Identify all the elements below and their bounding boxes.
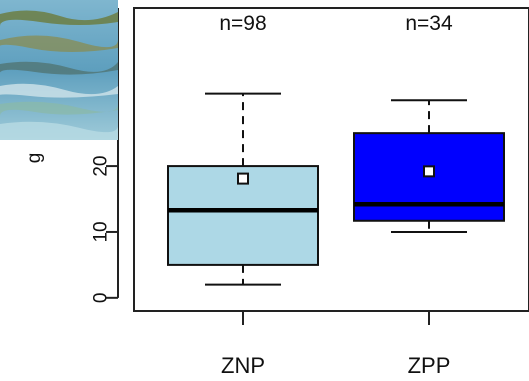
- box-group-zpp: n=34: [353, 12, 505, 233]
- x-category-label: ZPP: [408, 353, 451, 378]
- y-tick-label: 10: [91, 221, 112, 242]
- plot-frame: [133, 7, 529, 312]
- n-count-label: n=98: [219, 12, 266, 35]
- y-tick-label: 0: [91, 293, 112, 304]
- water-photo-thumbnail: [0, 0, 118, 140]
- y-tick-label: 20: [91, 156, 112, 177]
- x-axis: ZNP ZPP: [221, 311, 450, 378]
- box-group-znp: n=98: [167, 12, 319, 286]
- y-axis: 0 10 20: [91, 8, 119, 304]
- mean-marker: [237, 172, 249, 185]
- mean-marker: [423, 165, 435, 178]
- x-category-label: ZNP: [221, 353, 265, 378]
- n-count-label: n=34: [405, 12, 453, 35]
- y-axis-title: g: [24, 153, 45, 164]
- box-layer: n=98 n=34: [167, 12, 505, 286]
